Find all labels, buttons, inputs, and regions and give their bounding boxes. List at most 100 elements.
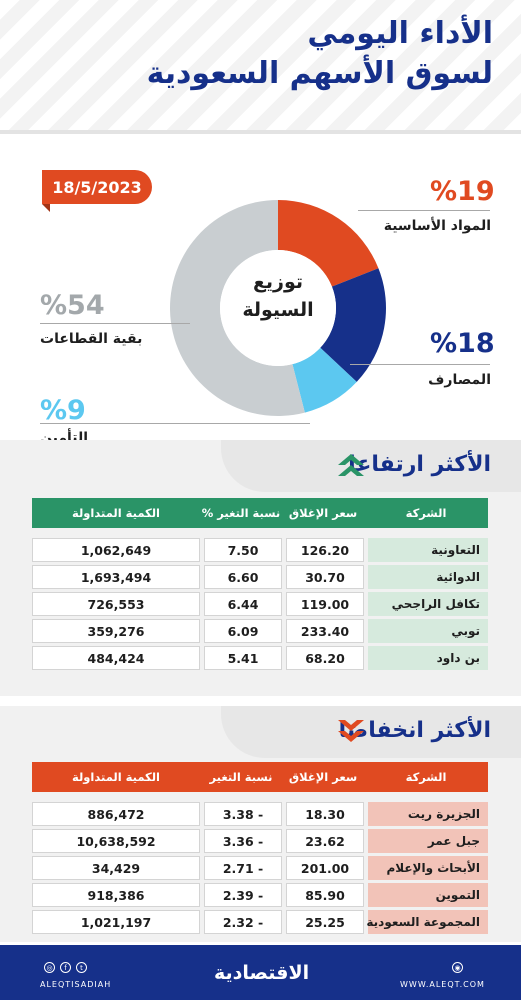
table-row: الدوائية 30.70 6.60 1,693,494 bbox=[32, 565, 488, 589]
gainers-title-tab bbox=[221, 440, 521, 492]
table-row: تكافل الراجحي 119.00 6.44 726,553 bbox=[32, 592, 488, 616]
donut-slice-0 bbox=[278, 200, 379, 287]
header-stripes bbox=[0, 0, 521, 130]
donut-slice-3 bbox=[170, 200, 305, 416]
table-row: بن داود 68.20 5.41 484,424 bbox=[32, 646, 488, 670]
losers-col-volume: الكمية المتداولة bbox=[71, 770, 161, 784]
others-label: بقية القطاعات bbox=[40, 331, 143, 347]
change-percent: 6.09 bbox=[204, 619, 282, 643]
company-name: التموين bbox=[368, 883, 488, 907]
banks-label: المصارف bbox=[428, 372, 491, 388]
close-price: 25.25 bbox=[286, 910, 364, 934]
table-row: التموين 85.90 - 2.39 918,386 bbox=[32, 883, 488, 907]
company-name: التعاونية bbox=[368, 538, 488, 562]
donut-title-line2: السيولة bbox=[242, 299, 314, 321]
table-row: توبي 233.40 6.09 359,276 bbox=[32, 619, 488, 643]
page-title-line2: لسوق الأسهم السعودية bbox=[146, 56, 493, 91]
company-name: المجموعة السعودية bbox=[366, 910, 488, 934]
date-badge: 18/5/2023 bbox=[42, 170, 152, 204]
table-row: المجموعة السعودية 25.25 - 2.32 1,021,197 bbox=[32, 910, 488, 934]
change-percent: - 3.36 bbox=[204, 829, 282, 853]
table-row: التعاونية 126.20 7.50 1,062,649 bbox=[32, 538, 488, 562]
donut-slice-2 bbox=[292, 347, 357, 413]
donut-hole bbox=[220, 250, 336, 366]
company-name: جبل عمر bbox=[368, 829, 488, 853]
company-name: بن داود bbox=[368, 646, 488, 670]
change-percent: - 2.71 bbox=[204, 856, 282, 880]
traded-volume: 918,386 bbox=[32, 883, 200, 907]
materials-label: المواد الأساسية bbox=[383, 218, 491, 234]
web-icon[interactable]: ◉ bbox=[452, 962, 463, 973]
traded-volume: 34,429 bbox=[32, 856, 200, 880]
traded-volume: 1,021,197 bbox=[32, 910, 200, 934]
losers-col-change: نسبة التغير bbox=[209, 770, 273, 784]
date-badge-notch bbox=[42, 204, 50, 212]
change-percent: - 2.39 bbox=[204, 883, 282, 907]
donut-title-line1: توزيع bbox=[252, 271, 304, 293]
insurance-percent: %9 bbox=[40, 395, 86, 426]
company-name: الأبحاث والإعلام bbox=[368, 856, 488, 880]
website-url[interactable]: WWW.ALEQT.COM bbox=[400, 980, 485, 989]
others-percent: %54 bbox=[40, 290, 105, 321]
table-row: جبل عمر 23.62 - 3.36 10,638,592 bbox=[32, 829, 488, 853]
losers-col-close: سعر الإغلاق bbox=[288, 770, 358, 784]
losers-table-header: الشركة سعر الإغلاق نسبة التغير الكمية ال… bbox=[32, 762, 488, 792]
brand-logo: الاقتصادية bbox=[214, 962, 310, 984]
page-title-line1: الأداء اليومي bbox=[307, 16, 493, 51]
instagram-icon[interactable]: ◎ bbox=[44, 962, 55, 973]
facebook-icon[interactable]: f bbox=[60, 962, 71, 973]
change-percent: 6.44 bbox=[204, 592, 282, 616]
social-handle[interactable]: ALEQTISADIAH bbox=[40, 980, 112, 989]
change-percent: 6.60 bbox=[204, 565, 282, 589]
gainers-col-company: الشركة bbox=[405, 506, 447, 520]
donut-slice-1 bbox=[320, 268, 386, 382]
close-price: 119.00 bbox=[286, 592, 364, 616]
insurance-leader bbox=[40, 423, 310, 424]
close-price: 126.20 bbox=[286, 538, 364, 562]
close-price: 18.30 bbox=[286, 802, 364, 826]
gainers-col-change: نسبة التغير % bbox=[201, 506, 281, 520]
banks-leader bbox=[350, 364, 490, 365]
gainers-table-header: الشركة سعر الإغلاق نسبة التغير % الكمية … bbox=[32, 498, 488, 528]
company-name: تكافل الراجحي bbox=[368, 592, 488, 616]
table-row: الأبحاث والإعلام 201.00 - 2.71 34,429 bbox=[32, 856, 488, 880]
donut-center-title: توزيع السيولة bbox=[238, 268, 318, 324]
footer-bar bbox=[0, 945, 521, 1000]
header-divider bbox=[0, 130, 521, 134]
others-leader bbox=[40, 323, 190, 324]
close-price: 68.20 bbox=[286, 646, 364, 670]
close-price: 23.62 bbox=[286, 829, 364, 853]
twitter-icon[interactable]: t bbox=[76, 962, 87, 973]
close-price: 201.00 bbox=[286, 856, 364, 880]
traded-volume: 10,638,592 bbox=[32, 829, 200, 853]
company-name: توبي bbox=[368, 619, 488, 643]
gainers-col-close: سعر الإغلاق bbox=[288, 506, 358, 520]
traded-volume: 726,553 bbox=[32, 592, 200, 616]
gainers-title: الأكثر ارتفاعا bbox=[348, 452, 491, 477]
materials-percent: %19 bbox=[430, 176, 495, 207]
losers-col-company: الشركة bbox=[405, 770, 447, 784]
traded-volume: 359,276 bbox=[32, 619, 200, 643]
traded-volume: 1,062,649 bbox=[32, 538, 200, 562]
double-chevron-down-icon bbox=[338, 720, 364, 742]
table-row: الجزيرة ريت 18.30 - 3.38 886,472 bbox=[32, 802, 488, 826]
traded-volume: 484,424 bbox=[32, 646, 200, 670]
close-price: 233.40 bbox=[286, 619, 364, 643]
change-percent: - 2.32 bbox=[204, 910, 282, 934]
liquidity-donut-chart bbox=[170, 200, 386, 416]
close-price: 85.90 bbox=[286, 883, 364, 907]
double-chevron-up-icon bbox=[338, 454, 364, 476]
traded-volume: 1,693,494 bbox=[32, 565, 200, 589]
close-price: 30.70 bbox=[286, 565, 364, 589]
change-percent: 7.50 bbox=[204, 538, 282, 562]
company-name: الدوائية bbox=[368, 565, 488, 589]
losers-title-tab bbox=[221, 706, 521, 758]
company-name: الجزيرة ريت bbox=[368, 802, 488, 826]
traded-volume: 886,472 bbox=[32, 802, 200, 826]
gainers-col-volume: الكمية المتداولة bbox=[71, 506, 161, 520]
change-percent: - 3.38 bbox=[204, 802, 282, 826]
change-percent: 5.41 bbox=[204, 646, 282, 670]
banks-percent: %18 bbox=[430, 328, 495, 359]
losers-title: الأكثر انخفاضا bbox=[338, 718, 491, 743]
materials-leader bbox=[358, 210, 490, 211]
